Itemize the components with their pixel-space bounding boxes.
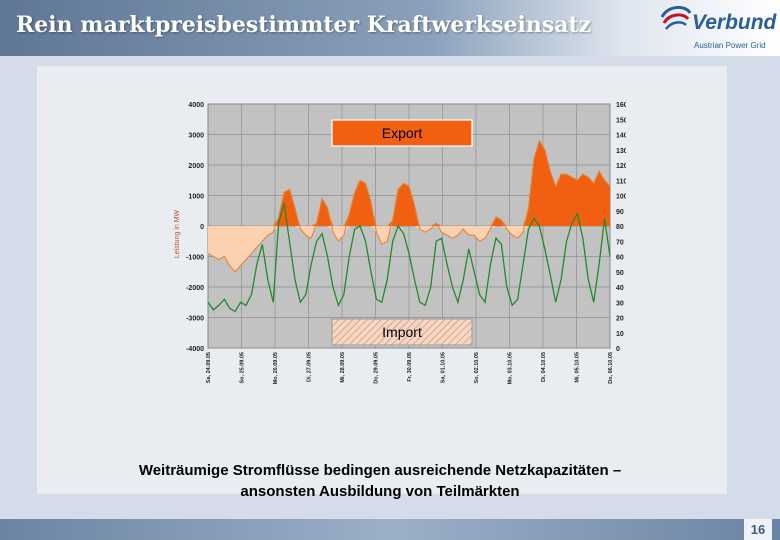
- caption: Weiträumige Stromflüsse bedingen ausreic…: [40, 460, 720, 502]
- y-tick-right: 90: [616, 209, 624, 216]
- x-tick-label: Mi, 28.09.05: [340, 352, 346, 383]
- export-area: [208, 140, 610, 226]
- y-tick-right: 20: [616, 316, 624, 323]
- x-tick-label: So, 02.10.05: [474, 352, 480, 384]
- logo-subtitle: Austrian Power Grid: [694, 41, 766, 50]
- x-tick-label: So, 25.09.05: [240, 352, 246, 384]
- y-tick-right: 150: [616, 117, 626, 124]
- y-tick-right: 160: [616, 102, 626, 109]
- x-tick-label: Sa, 24.09.05: [206, 352, 212, 383]
- verbund-logo: Verbund Austrian Power Grid: [658, 3, 776, 53]
- y-tick-left: 4000: [188, 102, 204, 109]
- export-label-box: [331, 119, 473, 147]
- y-tick-left: 1000: [188, 194, 204, 201]
- y-tick-right: 50: [616, 270, 624, 277]
- x-tick-label: Mi, 05.10.05: [575, 352, 581, 383]
- y-tick-right: 70: [616, 239, 624, 246]
- exchange-line: [207, 139, 611, 273]
- caption-line-1: Weiträumige Stromflüsse bedingen ausreic…: [138, 462, 622, 479]
- import-label: Import: [382, 324, 422, 340]
- slide-title: Rein marktpreisbestimmter Kraftwerkseins…: [16, 12, 592, 38]
- x-tick-label: Do, 06.10.05: [608, 352, 614, 384]
- y-tick-left: -2000: [186, 285, 204, 292]
- y-tick-right: 110: [616, 178, 626, 185]
- exchange-price-chart: ExportImport40003000200010000-1000-2000-…: [174, 102, 626, 384]
- y-tick-right: 100: [616, 194, 626, 201]
- price-line: [207, 202, 611, 313]
- y-tick-right: 140: [616, 133, 626, 140]
- y-axis-title-left: Leistung in MW: [174, 209, 181, 258]
- y-tick-right: 10: [616, 331, 624, 338]
- y-tick-left: -3000: [186, 316, 204, 323]
- x-tick-label: Mo, 26.09.05: [273, 352, 279, 384]
- footer-bar: [0, 519, 780, 540]
- logo-name: Verbund: [692, 11, 777, 34]
- verbund-swirl-icon: [660, 6, 692, 30]
- header-bar: Rein marktpreisbestimmter Kraftwerkseins…: [0, 0, 780, 56]
- y-tick-right: 120: [616, 163, 626, 170]
- y-tick-right: 130: [616, 148, 626, 155]
- y-tick-right: 0: [616, 346, 620, 353]
- y-tick-left: 2000: [188, 163, 204, 170]
- y-tick-right: 30: [616, 300, 624, 307]
- y-tick-left: -1000: [186, 255, 204, 262]
- y-tick-left: -4000: [186, 346, 204, 353]
- export-label: Export: [382, 125, 423, 141]
- y-tick-left: 0: [200, 224, 204, 231]
- x-tick-label: Di, 27.09.05: [307, 352, 313, 382]
- x-tick-label: Fr, 30.09.05: [407, 352, 413, 382]
- x-tick-label: Sa, 01.10.05: [441, 352, 447, 383]
- x-tick-label: Mo, 03.10.05: [508, 352, 514, 384]
- y-tick-right: 40: [616, 285, 624, 292]
- import-label-box: [331, 318, 473, 346]
- x-tick-label: Do, 29.09.05: [374, 352, 380, 384]
- y-tick-right: 60: [616, 255, 624, 262]
- caption-line-2: ansonsten Ausbildung von Teilmärkten: [240, 483, 520, 500]
- import-area: [208, 226, 610, 272]
- x-tick-label: Di, 04.10.05: [541, 352, 547, 382]
- page-number: 16: [744, 519, 772, 540]
- y-tick-left: 3000: [188, 133, 204, 140]
- y-tick-right: 80: [616, 224, 624, 231]
